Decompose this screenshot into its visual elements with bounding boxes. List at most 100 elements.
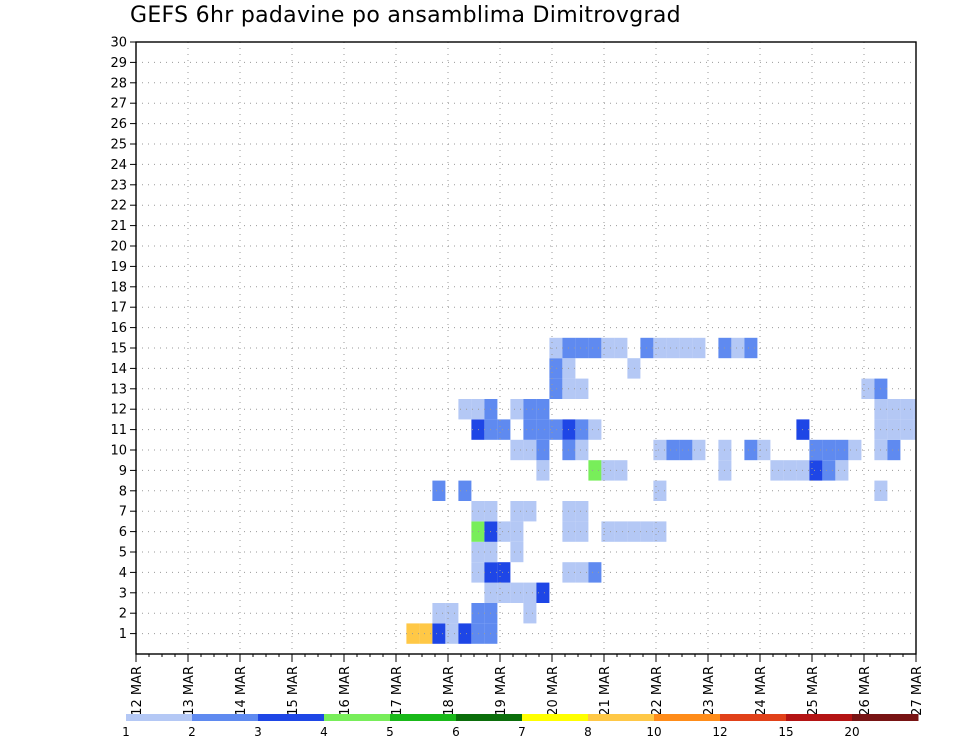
heatmap-cell: [471, 562, 485, 583]
colorbar-label: 5: [386, 725, 394, 739]
heatmap-cells: [406, 337, 916, 644]
heatmap-cell: [614, 460, 628, 481]
colorbar-label: 4: [320, 725, 328, 739]
heatmap-cell: [744, 439, 758, 461]
y-tick-label: 23: [110, 178, 127, 193]
colorbar-label: 8: [584, 725, 592, 739]
heatmap-cell: [419, 623, 433, 644]
heatmap-cell: [497, 419, 511, 440]
heatmap-cell: [666, 439, 680, 461]
heatmap-cell: [458, 399, 472, 420]
y-tick-label: 28: [110, 76, 127, 91]
heatmap-cell: [432, 603, 446, 624]
heatmap-cell: [601, 337, 615, 359]
colorbar-label: 15: [778, 725, 793, 739]
colorbar: 1 2 3 4 5 6 7 8 10 12 15 20: [122, 714, 919, 739]
heatmap-cell: [653, 439, 667, 461]
x-tick-label: 16 MAR: [338, 666, 353, 716]
heatmap-cell: [549, 337, 563, 359]
y-tick-label: 2: [119, 607, 127, 622]
heatmap-cell: [744, 337, 758, 359]
heatmap-cell: [900, 419, 914, 440]
heatmap-cell: [900, 399, 914, 420]
heatmap-cell: [588, 337, 602, 359]
heatmap-cell: [770, 460, 784, 481]
heatmap-cell: [614, 521, 628, 542]
heatmap-cell: [614, 337, 628, 359]
heatmap-cell: [458, 480, 472, 501]
heatmap-cell: [510, 399, 524, 420]
heatmap-cell: [601, 460, 615, 481]
heatmap-cell: [523, 439, 537, 461]
y-tick-label: 18: [110, 280, 127, 295]
heatmap-cell: [861, 378, 875, 399]
heatmap-cell: [887, 419, 901, 440]
colorbar-label: 6: [452, 725, 460, 739]
heatmap-cell: [809, 460, 823, 481]
heatmap-cell: [835, 439, 849, 461]
heatmap-cell: [601, 521, 615, 542]
heatmap-cell: [549, 378, 563, 399]
colorbar-label: 10: [646, 725, 661, 739]
heatmap-cell: [510, 541, 524, 563]
colorbar-swatch: [720, 714, 787, 721]
colorbar-label: 1: [122, 725, 130, 739]
y-tick-label: 25: [110, 138, 127, 153]
x-tick-label: 12 MAR: [130, 666, 145, 716]
heatmap-cell: [523, 419, 537, 440]
heatmap-cell: [497, 521, 511, 542]
heatmap-cell: [692, 337, 706, 359]
colorbar-label: 2: [188, 725, 196, 739]
heatmap-cell: [848, 439, 862, 461]
heatmap-cell: [575, 419, 589, 440]
heatmap-cell: [510, 521, 524, 542]
x-axis-ticks: 12 MAR 13 MAR 14 MAR 15 MAR 16 MAR 17 MAR 18 M…: [130, 654, 925, 716]
colorbar-label: 12: [712, 725, 727, 739]
heatmap-cell: [523, 501, 537, 522]
heatmap-cell: [536, 460, 550, 481]
heatmap-cell: [653, 521, 667, 542]
heatmap-cell: [913, 419, 916, 440]
x-tick-label: 23 MAR: [702, 666, 717, 716]
heatmap-cell: [588, 460, 602, 481]
heatmap-cell: [588, 419, 602, 440]
x-tick-label: 13 MAR: [182, 666, 197, 716]
heatmap-cell: [549, 419, 563, 440]
heatmap-cell: [653, 480, 667, 501]
heatmap-cell: [822, 460, 836, 481]
heatmap-cell: [471, 521, 485, 542]
heatmap-cell: [822, 439, 836, 461]
x-tick-label: 22 MAR: [650, 666, 665, 716]
heatmap-cell: [809, 439, 823, 461]
colorbar-swatch: [126, 714, 193, 721]
x-tick-label: 20 MAR: [546, 666, 561, 716]
x-tick-label: 26 MAR: [858, 666, 873, 716]
heatmap-cell: [510, 501, 524, 522]
y-tick-label: 19: [110, 260, 127, 275]
x-tick-label: 14 MAR: [234, 666, 249, 716]
y-tick-label: 6: [119, 525, 127, 540]
heatmap-cell: [692, 439, 706, 461]
x-tick-label: 15 MAR: [286, 666, 301, 716]
heatmap-cell: [575, 562, 589, 583]
heatmap-cell: [575, 501, 589, 522]
y-tick-label: 21: [110, 219, 127, 234]
chart-title: GEFS 6hr padavine po ansamblima Dimitrov…: [130, 3, 681, 28]
heatmap-cell: [497, 582, 511, 603]
y-axis-ticks: 1234567891011121314151617181920212223242…: [110, 36, 136, 642]
heatmap-cell: [536, 582, 550, 603]
y-tick-label: 13: [110, 382, 127, 397]
colorbar-swatch: [390, 714, 457, 721]
heatmap-cell: [471, 419, 485, 440]
grid-lines: [136, 41, 916, 654]
heatmap-cell: [757, 439, 771, 461]
colorbar-swatch: [852, 714, 919, 721]
heatmap-cell: [575, 337, 589, 359]
y-tick-label: 24: [110, 158, 127, 173]
colorbar-label: 3: [254, 725, 262, 739]
y-tick-label: 26: [110, 117, 127, 132]
heatmap-cell: [471, 399, 485, 420]
y-tick-label: 12: [110, 403, 127, 418]
heatmap-cell: [458, 623, 472, 644]
heatmap-cell: [471, 501, 485, 522]
